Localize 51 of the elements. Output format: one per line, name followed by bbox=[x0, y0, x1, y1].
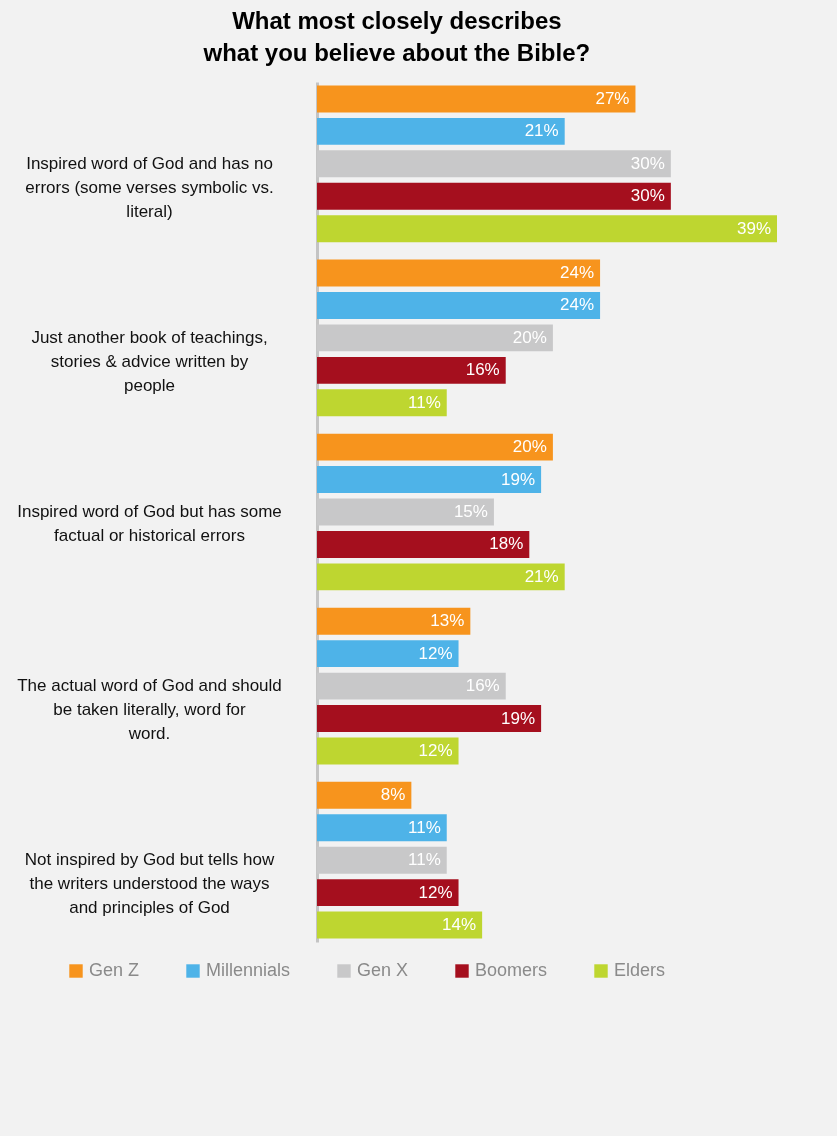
bar bbox=[317, 182, 671, 210]
data-label: 12% bbox=[418, 643, 453, 663]
data-label: 20% bbox=[512, 437, 547, 457]
data-label: 19% bbox=[501, 708, 536, 728]
data-label: 11% bbox=[407, 392, 441, 412]
data-label: 19% bbox=[501, 469, 536, 489]
y-tick-label: Not inspired by God but tells how the writers understood the ways and principles of God bbox=[24, 850, 275, 918]
bar bbox=[317, 563, 565, 591]
data-label: 18% bbox=[489, 534, 524, 554]
data-label: 16% bbox=[465, 360, 500, 380]
data-label: 12% bbox=[418, 882, 453, 902]
bar bbox=[317, 215, 777, 243]
data-label: 30% bbox=[630, 186, 665, 206]
legend-label: Gen X bbox=[357, 960, 409, 980]
data-label: 21% bbox=[524, 121, 559, 141]
bar bbox=[317, 879, 459, 907]
data-label: 24% bbox=[560, 263, 595, 283]
bar bbox=[317, 737, 459, 765]
legend-label: Gen Z bbox=[89, 960, 140, 980]
data-label: 24% bbox=[560, 295, 595, 315]
data-label: 14% bbox=[442, 915, 477, 935]
y-tick-label: Inspired word of God but has some factual or historical errors bbox=[17, 502, 282, 545]
bar bbox=[317, 530, 530, 558]
legend-label: Millennials bbox=[206, 960, 291, 980]
bar bbox=[317, 356, 506, 384]
bar bbox=[317, 781, 412, 809]
data-label: 8% bbox=[380, 785, 406, 805]
bar bbox=[317, 389, 447, 417]
bar bbox=[317, 292, 601, 319]
bar bbox=[317, 705, 542, 732]
data-label: 13% bbox=[430, 611, 465, 631]
bar bbox=[317, 911, 483, 939]
bar bbox=[317, 117, 565, 145]
bar bbox=[317, 607, 471, 635]
y-tick-label: Inspired word of God and has no errors (some verses symbolic vs. literal) bbox=[25, 153, 274, 221]
y-tick-label: The actual word of God and should be taken literally, word for word. bbox=[17, 676, 282, 744]
data-label: 39% bbox=[736, 218, 771, 238]
legend-label: Boomers bbox=[475, 960, 548, 980]
data-label: 12% bbox=[418, 740, 453, 760]
bar bbox=[317, 259, 601, 287]
bar bbox=[317, 814, 447, 842]
y-tick-label: Just another book of teachings, stories & advice written by people bbox=[31, 327, 268, 395]
bar bbox=[317, 640, 459, 668]
bar bbox=[317, 433, 553, 461]
chart-title: What most closely describes what you believe about the Bible? bbox=[202, 7, 591, 66]
bar bbox=[317, 85, 636, 113]
data-label: 11% bbox=[407, 817, 441, 837]
data-label: 21% bbox=[524, 566, 559, 586]
data-label: 27% bbox=[595, 88, 630, 108]
legend-label: Elders bbox=[614, 960, 666, 980]
bar bbox=[317, 466, 542, 494]
